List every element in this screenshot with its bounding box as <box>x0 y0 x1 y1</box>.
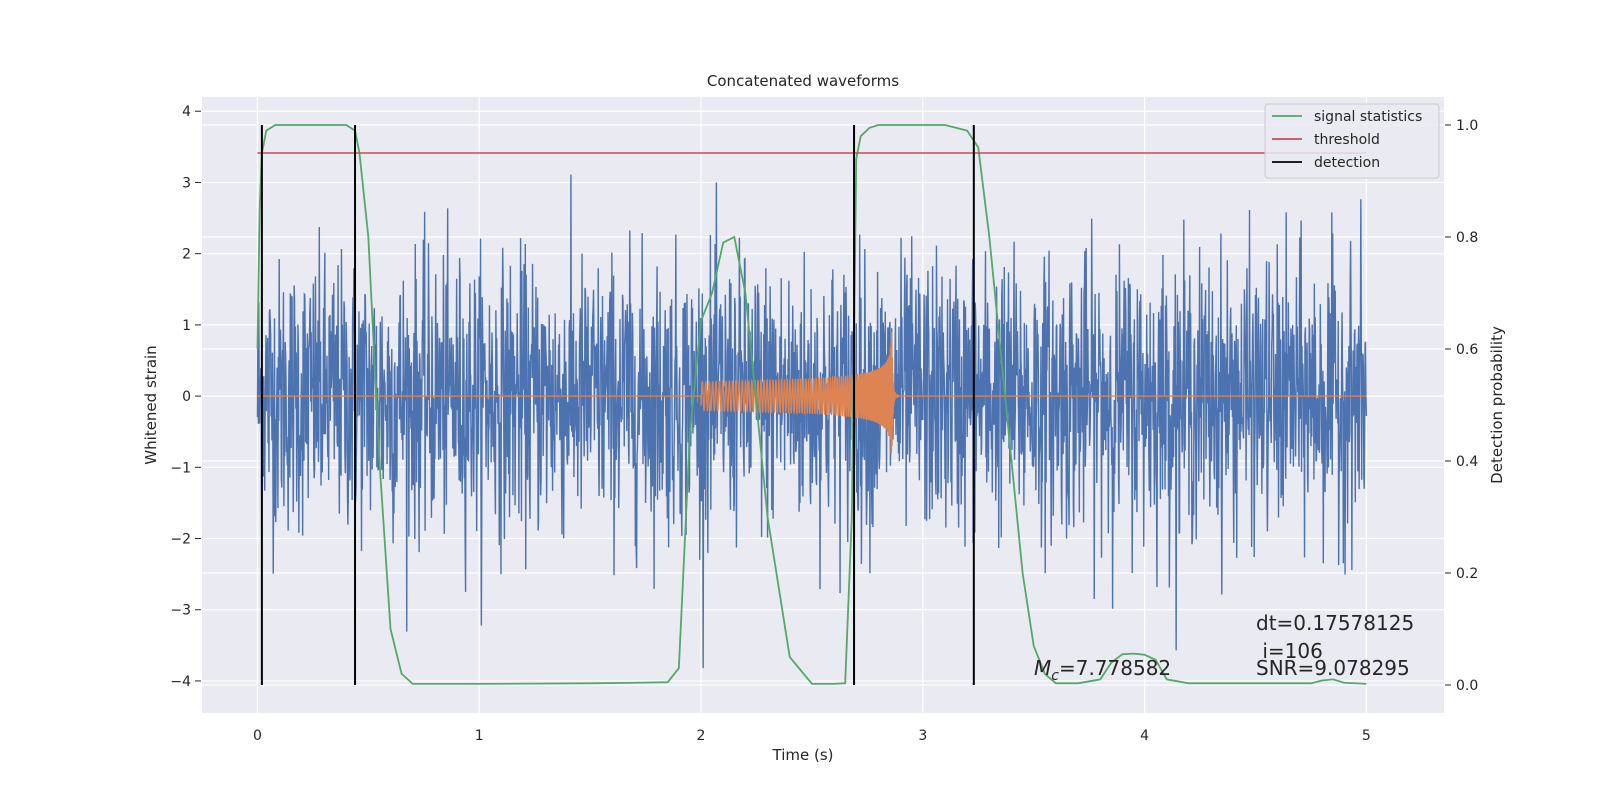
series-signal-statistics <box>256 124 1367 685</box>
y-tick-label-5: 1 <box>182 318 191 334</box>
annotation-dt: dt=0.17578125 <box>1256 611 1414 635</box>
legend-box <box>1264 103 1440 179</box>
chart-title: Concatenated waveforms <box>707 72 899 90</box>
y-tick-label-0: −4 <box>170 674 191 690</box>
x-axis-label: Time (s) <box>772 746 834 764</box>
annotation-snr: SNR=9.078295 <box>1256 656 1410 680</box>
legend: signal statistics threshold detection <box>1264 103 1440 179</box>
y-tick-label-2: −2 <box>170 532 191 548</box>
x-tick-label-1: 1 <box>475 728 484 744</box>
legend-label-signal-statistics: signal statistics <box>1314 109 1422 125</box>
x-tick-label-5: 5 <box>1362 728 1371 744</box>
detection-lines <box>260 125 975 685</box>
y2-axis-ticks: 0.0 0.2 0.4 0.6 0.8 1.0 <box>1445 118 1478 694</box>
annotation-chirp-mass: Mc=7.778582 <box>1034 656 1171 684</box>
y2-tick-label-0: 0.0 <box>1456 678 1478 694</box>
y2-axis-label: Detection probability <box>1488 326 1506 484</box>
x-tick-label-4: 4 <box>1140 728 1149 744</box>
plot-content <box>256 124 1368 685</box>
y-tick-label-4: 0 <box>182 389 191 405</box>
y2-tick-label-3: 0.6 <box>1456 342 1478 358</box>
y2-tick-label-1: 0.2 <box>1456 566 1478 582</box>
series-injected-waveform <box>257 332 1367 455</box>
y2-tick-label-5: 1.0 <box>1456 118 1478 134</box>
legend-label-detection: detection <box>1314 155 1380 171</box>
y2-tick-label-4: 0.8 <box>1456 230 1478 246</box>
y-tick-label-8: 4 <box>182 104 191 120</box>
y-tick-label-6: 2 <box>182 247 191 263</box>
y-tick-label-1: −3 <box>170 603 191 619</box>
y2-tick-label-2: 0.4 <box>1456 454 1478 470</box>
y-tick-label-3: −1 <box>170 460 191 476</box>
x-tick-label-3: 3 <box>918 728 927 744</box>
y-axis-ticks: −4 −3 −2 −1 0 1 2 3 4 <box>170 104 201 690</box>
y-tick-label-7: 3 <box>182 175 191 191</box>
y-axis-label: Whitened strain <box>142 345 160 464</box>
legend-label-threshold: threshold <box>1314 132 1380 148</box>
x-tick-label-0: 0 <box>253 728 262 744</box>
x-tick-label-2: 2 <box>697 728 706 744</box>
annotation-index: i=106 <box>1256 639 1323 663</box>
x-axis-ticks: 0 1 2 3 4 5 <box>253 728 1371 744</box>
